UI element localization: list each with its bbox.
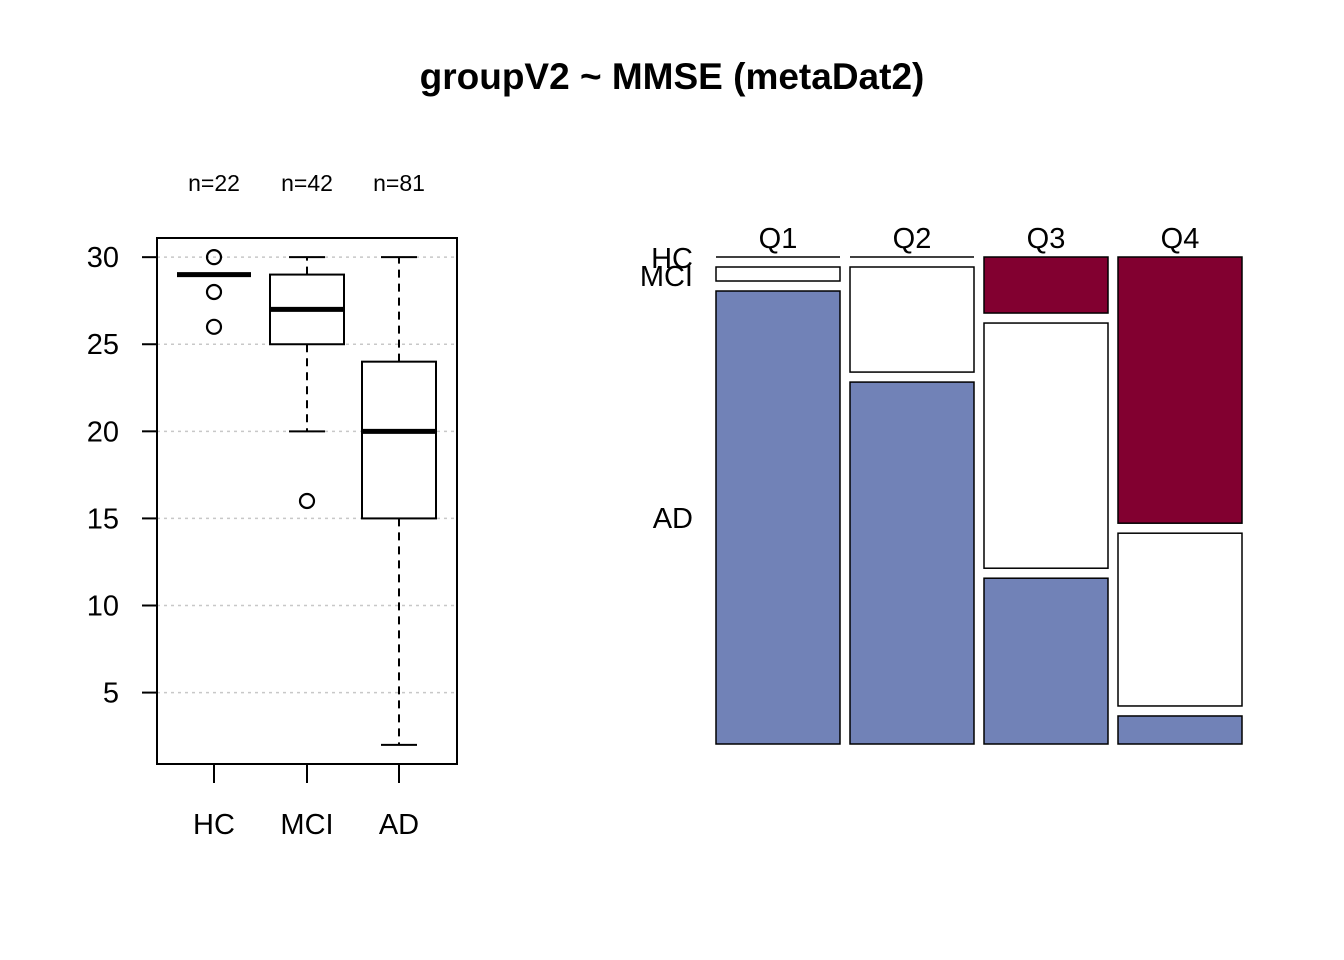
count-label: n=22 bbox=[188, 170, 240, 196]
mosaic-cell bbox=[1117, 256, 1243, 524]
column-label: Q1 bbox=[759, 223, 798, 255]
outlier-point bbox=[205, 283, 223, 301]
outlier-point bbox=[205, 318, 223, 335]
y-tick-label: 30 bbox=[87, 242, 119, 274]
outlier-point bbox=[205, 249, 223, 266]
mosaic-cell bbox=[983, 256, 1109, 314]
count-label: n=81 bbox=[373, 170, 425, 196]
mosaic-cell bbox=[983, 322, 1109, 569]
boxplot-panel: 5 10 15 20 25 30 HC n=22 MCI n=42 AD n=81 bbox=[87, 170, 458, 841]
x-tick-label: HC bbox=[193, 809, 235, 841]
x-tick-label: MCI bbox=[280, 809, 333, 841]
column-label: Q3 bbox=[1027, 223, 1066, 255]
mosaic-cell bbox=[849, 266, 975, 373]
column-label: Q2 bbox=[893, 223, 932, 255]
row-label: HC bbox=[651, 243, 693, 275]
y-tick-label: 25 bbox=[87, 329, 119, 361]
box bbox=[361, 360, 437, 520]
row-label: AD bbox=[653, 503, 693, 535]
count-label: n=42 bbox=[281, 170, 333, 196]
mosaic-cell bbox=[715, 290, 841, 745]
mosaic-cell bbox=[983, 577, 1109, 745]
page-title: groupV2 ~ MMSE (metaDat2) bbox=[419, 56, 925, 97]
row-label: MCI bbox=[640, 261, 693, 293]
y-tick-label: 5 bbox=[103, 678, 119, 710]
mosaic-cell bbox=[849, 381, 975, 745]
mosaic-cell bbox=[715, 266, 841, 282]
y-tick-label: 10 bbox=[87, 591, 119, 623]
y-tick-label: 15 bbox=[87, 503, 119, 535]
y-tick-label: 20 bbox=[87, 416, 119, 448]
column-label: Q4 bbox=[1161, 223, 1200, 255]
outlier-point bbox=[298, 492, 316, 510]
x-tick-label: AD bbox=[379, 809, 419, 841]
mosaic-cell bbox=[1117, 532, 1243, 707]
mosaic-cell bbox=[1117, 715, 1243, 745]
